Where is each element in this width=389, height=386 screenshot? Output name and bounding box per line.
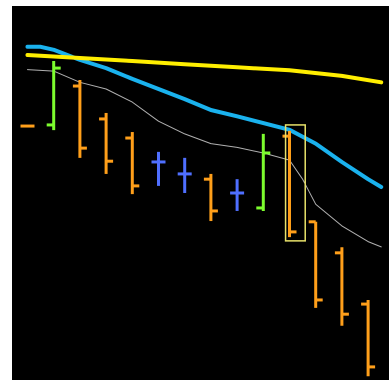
ohlc-bar: [361, 299, 376, 377]
ohlc-bar: [125, 132, 140, 195]
ma-mid-line: [25, 44, 384, 189]
ohlc-bar: [99, 112, 114, 174]
ohlc-bar: [46, 60, 61, 131]
ohlc-bar: [230, 179, 245, 211]
ohlc-bar: [203, 173, 218, 222]
ohlc-bar: [151, 151, 166, 186]
ohlc-bar: [177, 157, 192, 193]
ohlc-bar: [256, 133, 271, 211]
ohlc-bar: [72, 80, 87, 158]
ma-fast-line: [27, 69, 382, 248]
highlight-layer: [284, 124, 306, 242]
moving-average-layer: [25, 44, 384, 248]
ohlc-bar: [334, 247, 349, 326]
chart-area: [12, 6, 389, 380]
ohlc-bar: [308, 220, 323, 308]
ohlc-bar: [282, 130, 297, 238]
price-chart: [20, 44, 384, 377]
ma-slow-line: [25, 53, 384, 85]
price-bar-layer: [20, 60, 376, 377]
highlight-box: [284, 124, 306, 242]
